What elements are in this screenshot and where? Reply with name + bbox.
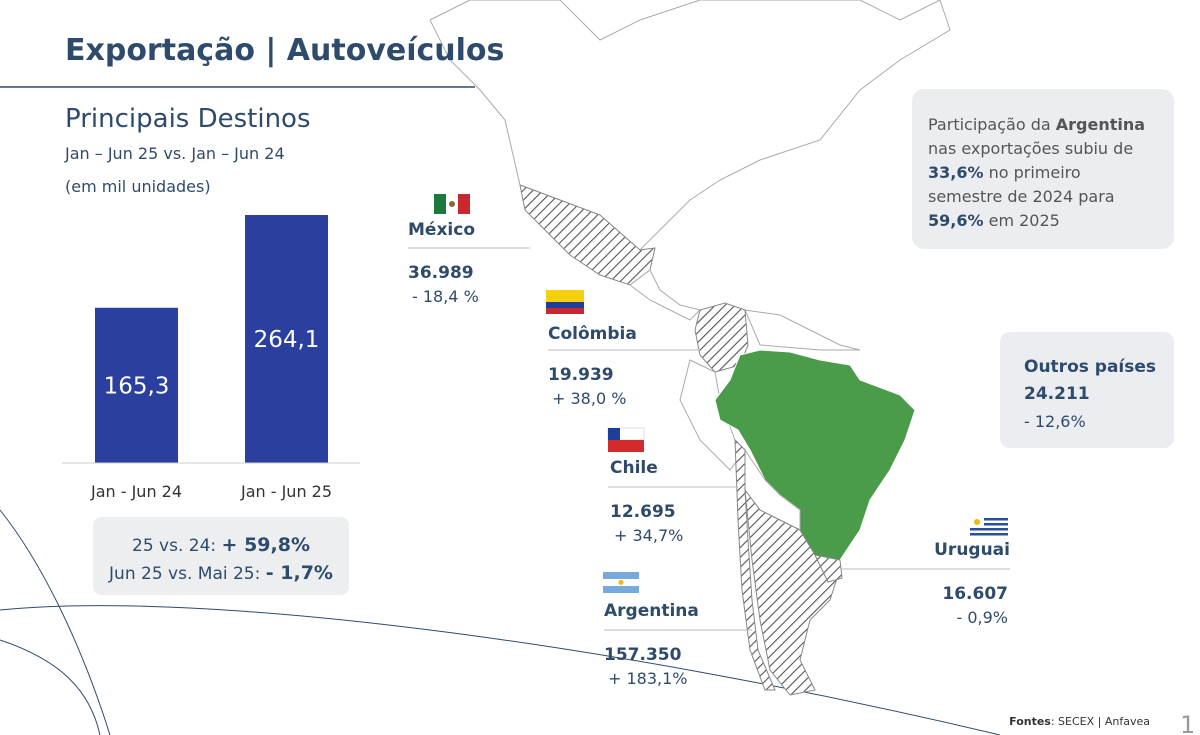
country-name: México (408, 220, 475, 240)
country-change: + 183,1% (608, 669, 688, 688)
callout-highlight: 33,6% (928, 163, 984, 182)
bar (245, 215, 328, 463)
footer: Fontes: SECEX | Anfavea (1009, 715, 1150, 728)
callout-line: semestre de 2024 para (928, 187, 1115, 206)
country-value: 19.939 (548, 365, 614, 385)
x-tick-label: Jan - Jun 25 (240, 482, 332, 501)
bar (95, 307, 178, 463)
country-value: 16.607 (942, 584, 1008, 604)
bar-value-label: 264,1 (254, 327, 320, 353)
callout-line: 33,6% no primeiro (928, 163, 1081, 182)
others-box (1000, 332, 1174, 448)
country-labels: México 36.989 - 18,4 % Colômbia 19.939 + 38,0… (408, 220, 1010, 688)
callout-line: nas exportações subiu de (928, 139, 1133, 158)
callout: Participação da Argentina nas exportaçõe… (928, 115, 1145, 230)
country-name: Argentina (604, 601, 699, 621)
callout-text: no primeiro (984, 163, 1081, 182)
decor-lines (0, 509, 1001, 735)
country-change: - 18,4 % (412, 287, 479, 306)
bar-value-label: 165,3 (104, 373, 170, 399)
country-change: + 34,7% (614, 526, 683, 545)
country-change: - 0,9% (956, 608, 1008, 627)
callout-text: semestre de 2024 para (928, 187, 1115, 206)
callout-highlight: 59,6% (928, 211, 984, 230)
chart-note: (em mil unidades) (65, 177, 211, 196)
callout-box (912, 89, 1174, 249)
callout-text: nas exportações subiu de (928, 139, 1133, 158)
page-title: Exportação | Autoveículos (65, 33, 504, 68)
callout-text: Participação da (928, 115, 1056, 134)
others-value: 24.211 (1024, 384, 1090, 404)
footer-text: : SECEX | Anfavea (1051, 715, 1150, 728)
others-name: Outros países (1024, 357, 1156, 377)
country-value: 12.695 (610, 502, 676, 522)
chart-subtitle: Jan – Jun 25 vs. Jan – Jun 24 (64, 144, 285, 163)
country-value: 36.989 (408, 263, 474, 283)
country-name: Colômbia (548, 324, 637, 344)
country-name: Chile (610, 458, 658, 478)
page-number: 1 (1180, 711, 1195, 735)
bar-chart: 165,3 Jan - Jun 24 264,1 Jan - Jun 25 (90, 215, 332, 501)
callout-line: 59,6% em 2025 (928, 211, 1060, 230)
country-change: + 38,0 % (552, 389, 626, 408)
callout-text: em 2025 (984, 211, 1060, 230)
x-tick-label: Jan - Jun 24 (90, 482, 182, 501)
country-name: Uruguai (934, 540, 1010, 560)
flags (434, 194, 1008, 593)
others-change: - 12,6% (1024, 412, 1086, 431)
comparison: Jun 25 vs. Mai 25: - 1,7% (108, 562, 333, 584)
comparison-value: - 1,7% (266, 562, 333, 584)
callout-line: Participação da Argentina (928, 115, 1145, 134)
map (429, 0, 951, 696)
comparison-label: Jun 25 vs. Mai 25: (108, 564, 266, 584)
footer-label: Fontes (1009, 715, 1051, 728)
callout-highlight: Argentina (1056, 115, 1145, 134)
comparison-box (93, 517, 349, 595)
comparison: 25 vs. 24: + 59,8% (132, 534, 310, 556)
chart-title: Principais Destinos (65, 104, 311, 134)
country-value: 157.350 (604, 645, 682, 665)
comparison-value: + 59,8% (222, 534, 310, 556)
comparison-label: 25 vs. 24: (132, 536, 222, 556)
